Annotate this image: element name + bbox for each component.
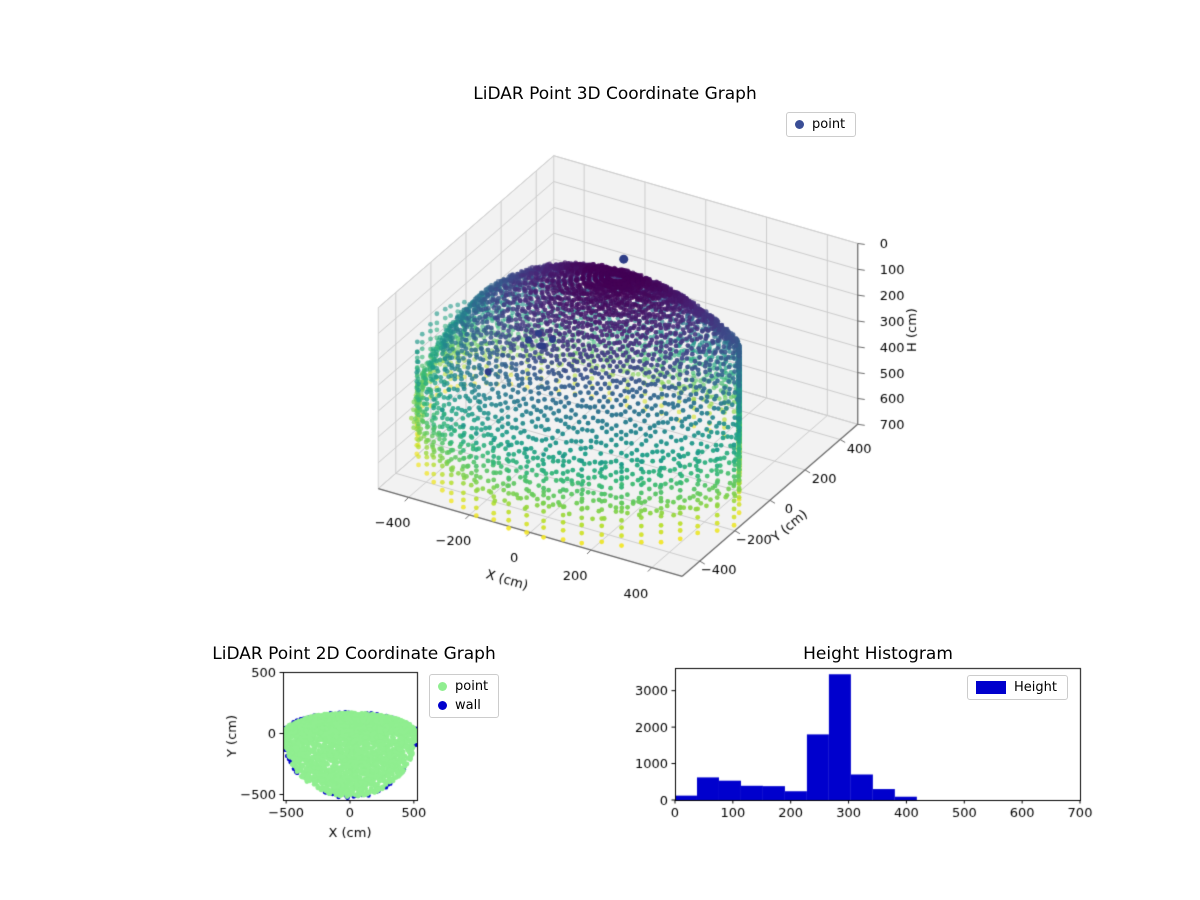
plot3d-title: LiDAR Point 3D Coordinate Graph (473, 84, 757, 104)
plot3d-legend-label: point (812, 117, 846, 132)
plot2d-legend-entry-wall: wall (438, 698, 488, 713)
plot2d-title: LiDAR Point 2D Coordinate Graph (212, 644, 496, 664)
plot2d-legend: point wall (429, 674, 500, 718)
plot3d-legend: point (786, 112, 857, 137)
hist-legend: Height (967, 675, 1068, 700)
plot2d-legend-label-wall: wall (455, 698, 481, 713)
plot2d-legend-entry-point: point (438, 679, 488, 694)
wall-marker-icon (438, 701, 447, 710)
point-marker-icon (438, 682, 447, 691)
point-marker-icon (795, 120, 804, 129)
plot2d-legend-label-point: point (455, 679, 489, 694)
hist-legend-label: Height (1014, 680, 1057, 695)
height-patch-icon (976, 681, 1006, 694)
plot3d-legend-entry-point: point (795, 117, 845, 132)
hist-title: Height Histogram (803, 644, 953, 664)
